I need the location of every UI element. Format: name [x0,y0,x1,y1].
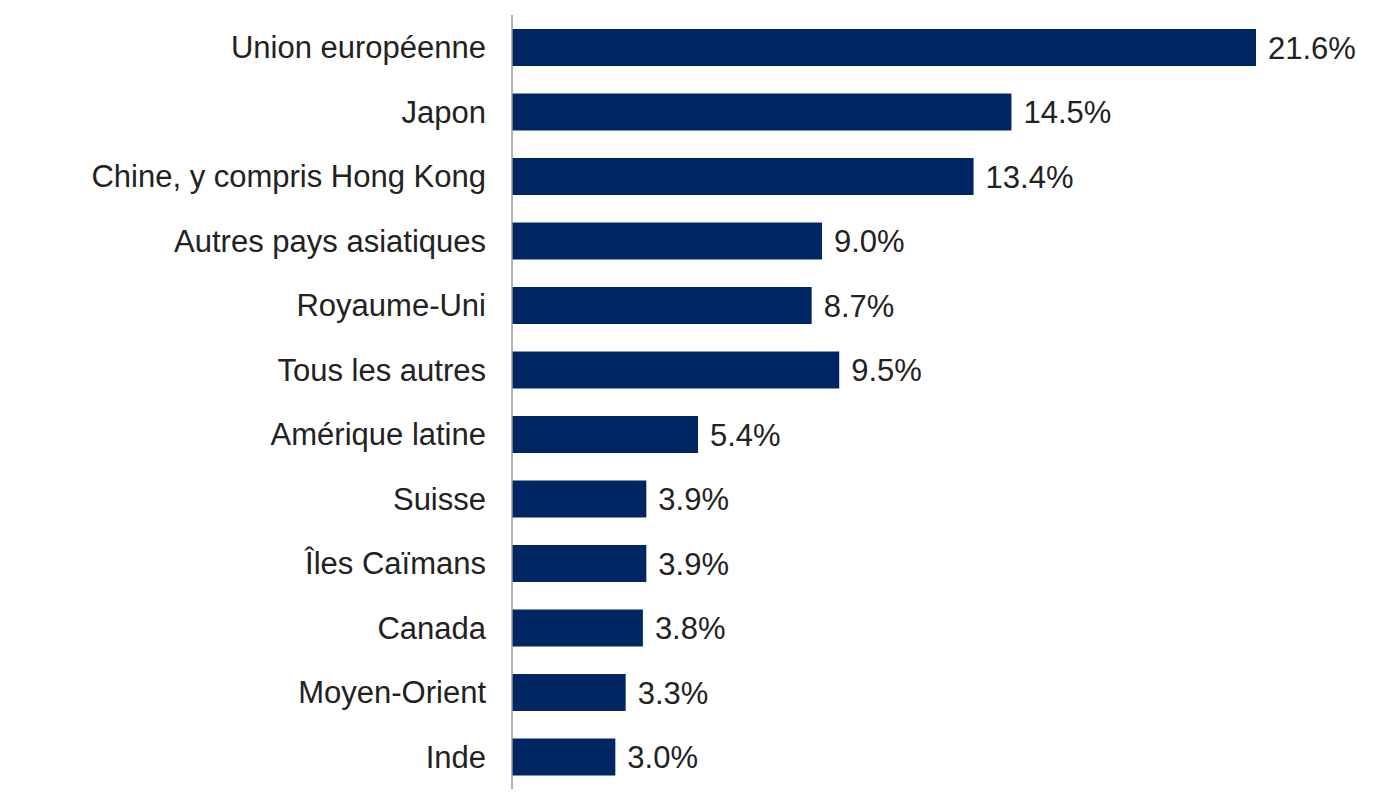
svg-text:Suisse: Suisse [393,482,486,517]
svg-text:Royaume-Uni: Royaume-Uni [296,288,486,323]
svg-text:Îles Caïmans: Îles Caïmans [304,546,486,581]
svg-text:9.0%: 9.0% [834,224,905,259]
svg-text:3.3%: 3.3% [638,676,709,711]
svg-text:3.8%: 3.8% [655,611,726,646]
svg-text:Union européenne: Union européenne [231,30,486,65]
svg-text:13.4%: 13.4% [986,160,1074,195]
svg-text:3.9%: 3.9% [658,482,729,517]
svg-text:Japon: Japon [402,95,486,130]
svg-text:9.5%: 9.5% [851,353,922,388]
svg-text:Moyen-Orient: Moyen-Orient [298,675,486,710]
svg-text:Tous les autres: Tous les autres [278,353,487,388]
svg-text:3.9%: 3.9% [658,547,729,582]
svg-text:5.4%: 5.4% [710,418,781,453]
svg-text:14.5%: 14.5% [1023,95,1111,130]
svg-text:Amérique latine: Amérique latine [271,417,486,452]
svg-text:8.7%: 8.7% [824,289,895,324]
svg-text:Canada: Canada [377,611,486,646]
svg-text:Chine, y compris Hong Kong: Chine, y compris Hong Kong [91,159,486,194]
svg-text:Inde: Inde [426,740,486,775]
svg-text:21.6%: 21.6% [1268,31,1356,66]
svg-text:3.0%: 3.0% [627,740,698,775]
svg-text:Autres pays asiatiques: Autres pays asiatiques [174,224,486,259]
